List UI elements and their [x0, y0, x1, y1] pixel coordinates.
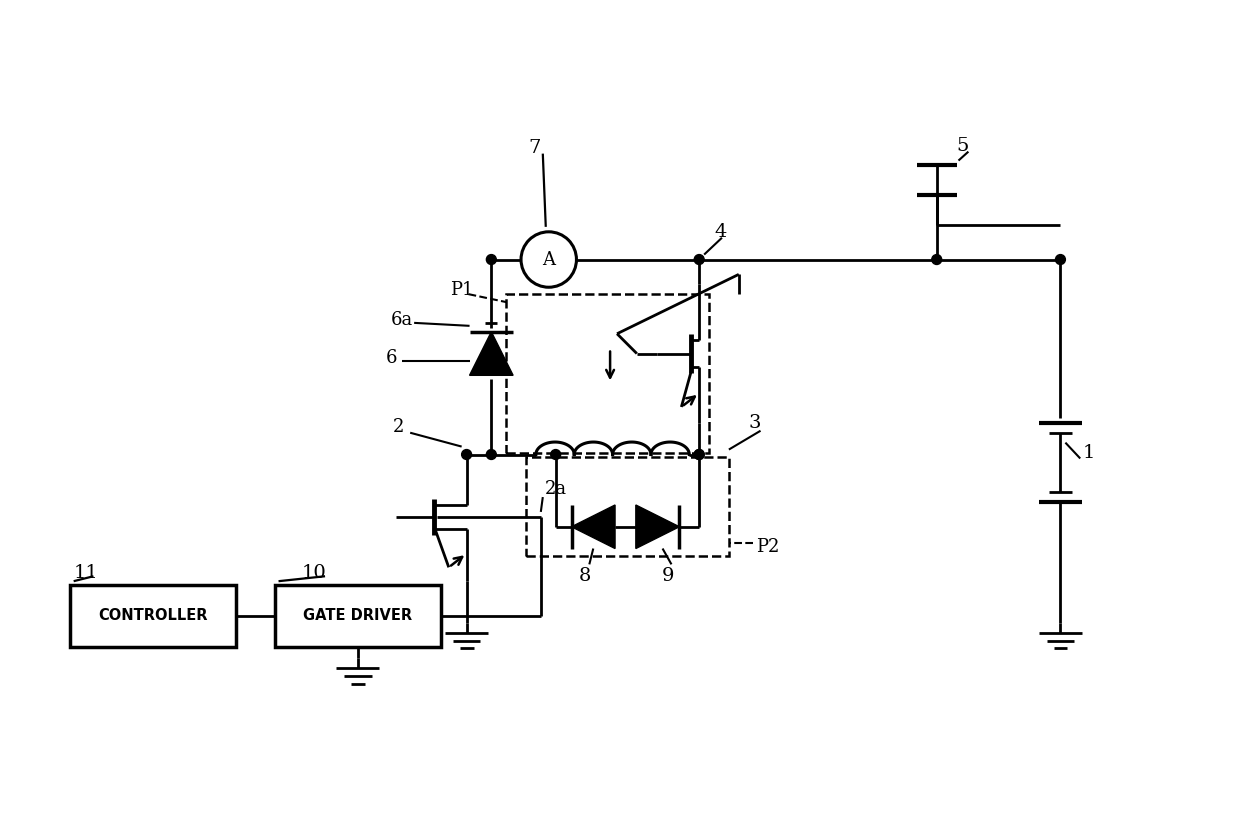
Text: A: A [542, 250, 556, 268]
Polygon shape [572, 505, 615, 549]
Bar [526, 458, 729, 556]
Text: 6a: 6a [391, 311, 413, 329]
Circle shape [461, 450, 471, 459]
Circle shape [486, 254, 496, 264]
Text: GATE DRIVER: GATE DRIVER [303, 608, 412, 624]
Circle shape [1055, 254, 1065, 264]
Text: 2: 2 [392, 418, 404, 436]
Text: 3: 3 [749, 414, 761, 432]
Text: 6: 6 [386, 350, 397, 367]
Circle shape [694, 450, 704, 459]
Bar [274, 585, 441, 646]
Text: 10: 10 [301, 564, 326, 582]
Text: 4: 4 [714, 223, 727, 241]
Polygon shape [636, 505, 680, 549]
Circle shape [694, 254, 704, 264]
Bar [69, 585, 236, 646]
Polygon shape [470, 332, 513, 376]
Text: 8: 8 [579, 567, 591, 585]
Text: P2: P2 [755, 537, 779, 555]
Circle shape [486, 450, 496, 459]
Text: 5: 5 [956, 137, 968, 154]
Text: CONTROLLER: CONTROLLER [98, 608, 207, 624]
Text: 11: 11 [73, 564, 98, 582]
Circle shape [551, 450, 560, 459]
Text: 1: 1 [1083, 444, 1095, 462]
Text: 7: 7 [528, 139, 541, 157]
Text: 9: 9 [661, 567, 673, 585]
Circle shape [694, 450, 704, 459]
Text: P1: P1 [450, 281, 474, 299]
Bar [506, 294, 709, 453]
Text: 2a: 2a [544, 480, 567, 498]
Circle shape [931, 254, 941, 264]
